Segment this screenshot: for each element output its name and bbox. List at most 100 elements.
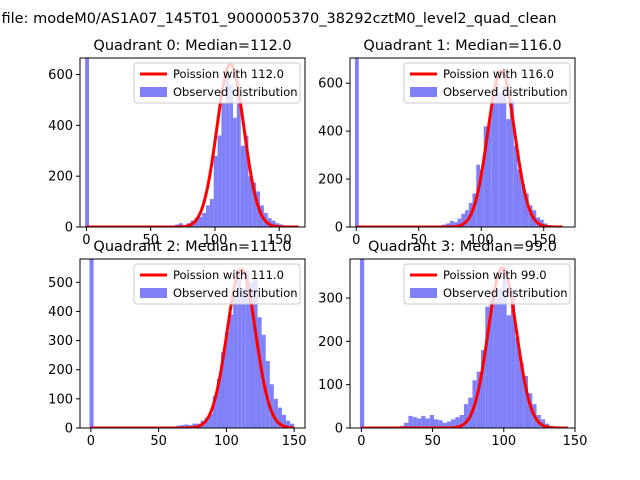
x-tick-label: 100 bbox=[469, 233, 494, 248]
histogram-bar bbox=[248, 176, 253, 227]
subplot-title: Quadrant 1: Median=116.0 bbox=[363, 38, 561, 54]
histogram-bar bbox=[485, 306, 490, 428]
x-tick-label: 50 bbox=[424, 434, 441, 449]
subplot-quadrant-1: 0 50 100 150 0 200 400 600 Quadrant 1: Median=11… bbox=[318, 38, 576, 248]
histogram-bar bbox=[421, 415, 426, 428]
histogram-bar bbox=[528, 393, 533, 428]
x-tick-label: 150 bbox=[563, 434, 588, 449]
legend-label: Poission with 99.0 bbox=[443, 268, 547, 282]
histogram-bar bbox=[225, 71, 230, 227]
x-tick-label: 0 bbox=[82, 233, 90, 248]
histogram-bar bbox=[237, 276, 242, 428]
y-tick-label: 400 bbox=[48, 119, 73, 134]
legend-box bbox=[133, 263, 301, 305]
y-tick-label: 200 bbox=[48, 363, 73, 378]
histogram-bar bbox=[198, 216, 203, 227]
y-tick-label: 600 bbox=[48, 68, 73, 83]
figure-suptitle: a file: modeM0/AS1A07_145T01_9000005370_… bbox=[0, 11, 557, 27]
x-tick-label: 0 bbox=[352, 233, 360, 248]
legend: Poission with 99.0 Observed distribution bbox=[403, 263, 571, 305]
plot-area bbox=[355, 58, 564, 227]
histogram-bar bbox=[220, 352, 226, 428]
legend-hist-swatch bbox=[410, 288, 437, 298]
histogram-bar bbox=[179, 223, 183, 227]
x-tick-label: 150 bbox=[282, 434, 307, 449]
subplot-quadrant-0: 0 50 100 150 0 200 400 600 Quadrant 0: Median=11… bbox=[48, 38, 306, 248]
y-tick-label: 400 bbox=[318, 125, 343, 140]
histogram-bar bbox=[461, 213, 465, 227]
histogram-bar bbox=[290, 423, 295, 428]
histogram-bar bbox=[476, 371, 482, 428]
histogram-bar bbox=[525, 193, 529, 227]
histogram-bar bbox=[359, 259, 365, 428]
legend-hist-swatch bbox=[140, 288, 167, 298]
axes-frame bbox=[79, 57, 306, 228]
histogram-bar bbox=[229, 84, 233, 227]
legend-label: Poission with 116.0 bbox=[443, 67, 554, 81]
legend-box bbox=[403, 62, 571, 104]
subplot-quadrant-3: 0 50 100 150 0 100 200 300 Quadrant 3: Median=99… bbox=[318, 239, 587, 449]
subplot-title: Quadrant 0: Median=112.0 bbox=[93, 38, 291, 54]
y-tick-label: 600 bbox=[318, 77, 343, 92]
x-tick-label: 50 bbox=[150, 434, 167, 449]
histogram-bar bbox=[457, 218, 462, 227]
histogram-bar bbox=[404, 422, 409, 428]
histogram-bar bbox=[506, 119, 510, 227]
histogram-bar bbox=[277, 407, 282, 428]
histogram-bar bbox=[510, 99, 514, 227]
y-tick-label: 0 bbox=[335, 221, 343, 236]
histogram-bar bbox=[506, 315, 511, 428]
histogram-bar bbox=[213, 155, 218, 227]
histogram-bar bbox=[451, 419, 456, 428]
histogram-bar bbox=[89, 259, 94, 428]
histogram-bar bbox=[519, 363, 524, 428]
histogram-bar bbox=[446, 223, 450, 227]
histogram-bar bbox=[206, 205, 210, 227]
histogram-bar bbox=[184, 424, 189, 428]
histogram-bar bbox=[85, 58, 89, 227]
histogram-bar bbox=[513, 145, 518, 227]
histogram-bar bbox=[442, 422, 447, 428]
legend: Poission with 112.0 Observed distribution bbox=[133, 62, 301, 104]
histogram-bar bbox=[216, 378, 221, 428]
histogram-bar bbox=[204, 417, 209, 428]
y-tick-label: 100 bbox=[48, 392, 73, 407]
histogram-bar bbox=[540, 219, 544, 227]
y-tick-label: 500 bbox=[48, 276, 73, 291]
histogram-bar bbox=[498, 289, 503, 428]
histogram-bar bbox=[493, 298, 499, 428]
legend: Poission with 116.0 Observed distribution bbox=[403, 62, 571, 104]
histogram-bar bbox=[269, 384, 274, 428]
axes-frame bbox=[349, 57, 576, 228]
x-tick-label: 150 bbox=[267, 233, 292, 248]
subplot-title: Quadrant 3: Median=99.0 bbox=[368, 239, 557, 255]
histogram-bar bbox=[212, 395, 217, 428]
histogram-bar bbox=[540, 419, 546, 428]
plot-area bbox=[89, 259, 295, 428]
histogram-bar bbox=[249, 282, 254, 428]
histogram-bar bbox=[480, 169, 484, 227]
plot-area bbox=[359, 259, 569, 428]
histogram-bar bbox=[355, 58, 359, 227]
histogram-bar bbox=[483, 126, 488, 227]
histogram-bar bbox=[425, 418, 430, 428]
histogram-bar bbox=[240, 145, 245, 227]
histogram-bar bbox=[412, 417, 417, 428]
legend-label: Observed distribution bbox=[443, 286, 568, 300]
histogram-bar bbox=[236, 94, 241, 227]
histogram-bar bbox=[450, 221, 454, 227]
histogram-bar bbox=[528, 205, 533, 227]
histogram-bar bbox=[521, 183, 525, 227]
histogram-bar bbox=[225, 331, 230, 428]
legend-label: Poission with 112.0 bbox=[173, 67, 284, 81]
y-tick-label: 400 bbox=[48, 305, 73, 320]
histogram-bar bbox=[244, 135, 249, 227]
legend-hist-swatch bbox=[140, 87, 167, 97]
histogram-bar bbox=[233, 296, 238, 428]
subplot-title: Quadrant 2: Median=111.0 bbox=[93, 239, 291, 255]
histogram-bar bbox=[498, 92, 503, 227]
x-tick-label: 100 bbox=[214, 434, 239, 449]
legend-label: Poission with 111.0 bbox=[173, 268, 284, 282]
histogram-bar bbox=[502, 267, 507, 428]
x-tick-label: 100 bbox=[491, 434, 516, 449]
